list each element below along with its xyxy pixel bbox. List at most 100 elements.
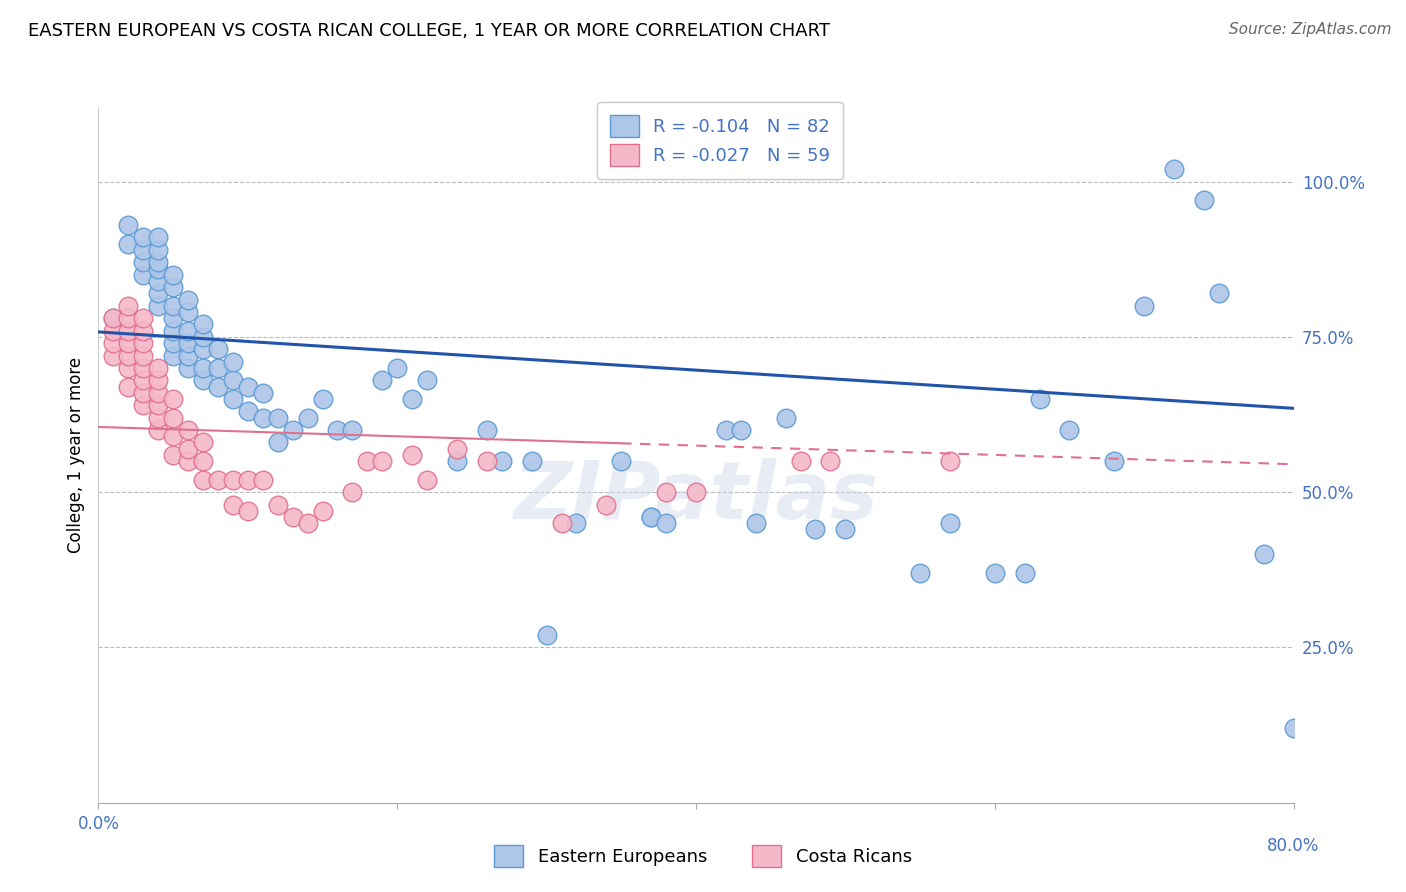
Point — [117, 379, 139, 393]
Text: EASTERN EUROPEAN VS COSTA RICAN COLLEGE, 1 YEAR OR MORE CORRELATION CHART: EASTERN EUROPEAN VS COSTA RICAN COLLEGE,… — [28, 22, 830, 40]
Point — [132, 324, 155, 338]
Point — [236, 473, 259, 487]
Point — [416, 373, 439, 387]
Point — [148, 261, 170, 276]
Point — [162, 448, 184, 462]
Point — [908, 566, 931, 580]
Point — [1104, 454, 1126, 468]
Point — [222, 392, 245, 406]
Point — [222, 355, 245, 369]
Point — [148, 286, 170, 301]
Point — [148, 299, 170, 313]
Point — [281, 510, 304, 524]
Point — [267, 435, 290, 450]
Point — [342, 485, 364, 500]
Point — [177, 305, 200, 319]
Point — [148, 361, 170, 376]
Point — [640, 510, 662, 524]
Point — [1282, 721, 1305, 735]
Point — [356, 454, 378, 468]
Point — [820, 454, 842, 468]
Point — [117, 311, 139, 326]
Point — [162, 336, 184, 351]
Point — [177, 336, 200, 351]
Text: ZIPatlas: ZIPatlas — [513, 458, 879, 536]
Point — [103, 349, 125, 363]
Point — [1014, 566, 1036, 580]
Legend: Eastern Europeans, Costa Ricans: Eastern Europeans, Costa Ricans — [486, 838, 920, 874]
Point — [148, 385, 170, 400]
Point — [162, 349, 184, 363]
Point — [148, 423, 170, 437]
Point — [177, 454, 200, 468]
Point — [132, 361, 155, 376]
Point — [267, 498, 290, 512]
Point — [297, 410, 319, 425]
Point — [1192, 193, 1215, 207]
Text: 80.0%: 80.0% — [1267, 837, 1320, 855]
Point — [191, 435, 214, 450]
Point — [311, 504, 333, 518]
Point — [132, 373, 155, 387]
Point — [117, 218, 139, 232]
Point — [207, 361, 229, 376]
Point — [655, 516, 678, 531]
Point — [103, 336, 125, 351]
Point — [446, 442, 468, 456]
Point — [1163, 162, 1185, 177]
Point — [132, 398, 155, 412]
Point — [416, 473, 439, 487]
Y-axis label: College, 1 year or more: College, 1 year or more — [67, 357, 86, 553]
Point — [446, 454, 468, 468]
Point — [730, 423, 752, 437]
Point — [148, 243, 170, 257]
Point — [148, 274, 170, 288]
Point — [117, 299, 139, 313]
Point — [297, 516, 319, 531]
Point — [640, 510, 662, 524]
Point — [162, 324, 184, 338]
Point — [191, 361, 214, 376]
Point — [132, 230, 155, 244]
Point — [177, 442, 200, 456]
Point — [745, 516, 768, 531]
Point — [491, 454, 513, 468]
Point — [162, 429, 184, 443]
Point — [207, 343, 229, 357]
Point — [714, 423, 737, 437]
Point — [1028, 392, 1050, 406]
Point — [685, 485, 707, 500]
Point — [789, 454, 811, 468]
Point — [252, 385, 274, 400]
Point — [834, 523, 856, 537]
Point — [236, 504, 259, 518]
Point — [595, 498, 617, 512]
Text: Source: ZipAtlas.com: Source: ZipAtlas.com — [1229, 22, 1392, 37]
Point — [939, 454, 962, 468]
Point — [162, 311, 184, 326]
Point — [267, 410, 290, 425]
Point — [207, 379, 229, 393]
Point — [117, 324, 139, 338]
Point — [401, 392, 423, 406]
Point — [222, 473, 245, 487]
Point — [236, 379, 259, 393]
Point — [148, 373, 170, 387]
Point — [222, 498, 245, 512]
Point — [177, 324, 200, 338]
Point — [132, 268, 155, 282]
Point — [132, 349, 155, 363]
Point — [775, 410, 797, 425]
Point — [252, 410, 274, 425]
Point — [939, 516, 962, 531]
Point — [520, 454, 543, 468]
Point — [162, 280, 184, 294]
Point — [132, 385, 155, 400]
Point — [1208, 286, 1230, 301]
Point — [177, 423, 200, 437]
Point — [550, 516, 572, 531]
Point — [311, 392, 333, 406]
Point — [236, 404, 259, 418]
Point — [371, 454, 394, 468]
Point — [281, 423, 304, 437]
